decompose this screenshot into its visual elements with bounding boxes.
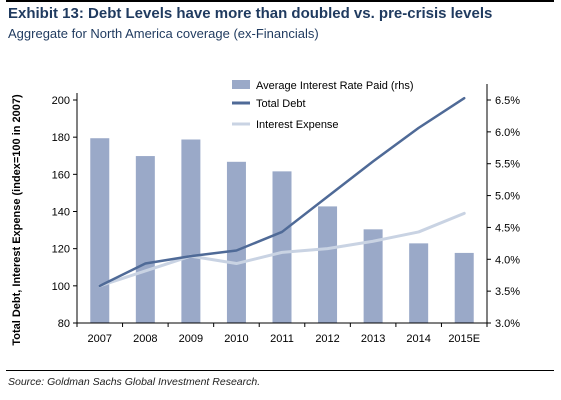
bar-interest-rate-2014 [409,243,429,323]
y-left-tick-label: 160 [52,169,70,181]
bar-interest-rate-2011 [272,171,292,323]
y-right-tick-label: 5.0% [495,191,520,203]
y-right-tick-label: 4.0% [495,254,520,266]
y-left-tick-label: 140 [52,207,70,219]
bar-interest-rate-2007 [90,138,110,323]
x-tick-label: 2013 [361,333,385,345]
y-left-tick-label: 100 [52,281,70,293]
x-tick-label: 2014 [406,333,430,345]
y-left-tick-label: 80 [58,318,70,330]
x-tick-label: 2015E [448,333,480,345]
legend: Average Interest Rate Paid (rhs) Total D… [232,80,414,131]
bar-interest-rate-2015e [454,252,474,323]
y-right-tick-label: 3.0% [495,318,520,330]
legend-swatch-interest-rate [232,80,250,89]
y-right-tick-label: 6.0% [495,127,520,139]
bar-interest-rate-2010 [226,161,246,323]
bottom-rule [6,370,554,371]
legend-label-interest-expense: Interest Expense [256,119,339,131]
y-left-tick-label: 200 [52,95,70,107]
y-right-tick-label: 6.5% [495,95,520,107]
chart-subtitle: Aggregate for North America coverage (ex… [8,26,319,41]
x-tick-label: 2010 [224,333,248,345]
lines-layer [98,96,466,288]
legend-label-interest-rate: Average Interest Rate Paid (rhs) [256,80,414,92]
x-tick-label: 2012 [315,333,339,345]
y-right-tick-label: 4.5% [495,222,520,234]
bar-interest-rate-2008 [135,156,155,323]
bar-interest-rate-2012 [318,206,338,323]
top-rule [6,0,554,2]
x-tick-label: 2009 [179,333,203,345]
y-right-tick-label: 3.5% [495,286,520,298]
source-note: Source: Goldman Sachs Global Investment … [8,376,261,388]
x-tick-label: 2008 [133,333,157,345]
line-interest-expense [98,211,466,288]
x-tick-label: 2011 [270,333,294,345]
line-total-debt [98,96,466,288]
y-right-tick-label: 5.5% [495,159,520,171]
y-axis-left-label: Total Debt, Interest Expense (index=100 … [11,94,23,346]
chart-title: Exhibit 13: Debt Levels have more than d… [8,5,493,22]
y-left-tick-label: 180 [52,132,70,144]
bar-interest-rate-2013 [363,229,383,323]
x-tick-label: 2007 [88,333,112,345]
y-left-tick-label: 120 [52,244,70,256]
axes-layer: 80 100 120 140 160 180 200 3.0% 3.5% 4.0% 4.5% 5.0%… [52,84,520,345]
legend-label-total-debt: Total Debt [256,98,306,110]
chart: 80 100 120 140 160 180 200 3.0% 3.5% 4.0% 4.5% 5.0%… [11,80,520,346]
bar-interest-rate-2009 [181,139,201,323]
bars-layer [90,138,474,323]
